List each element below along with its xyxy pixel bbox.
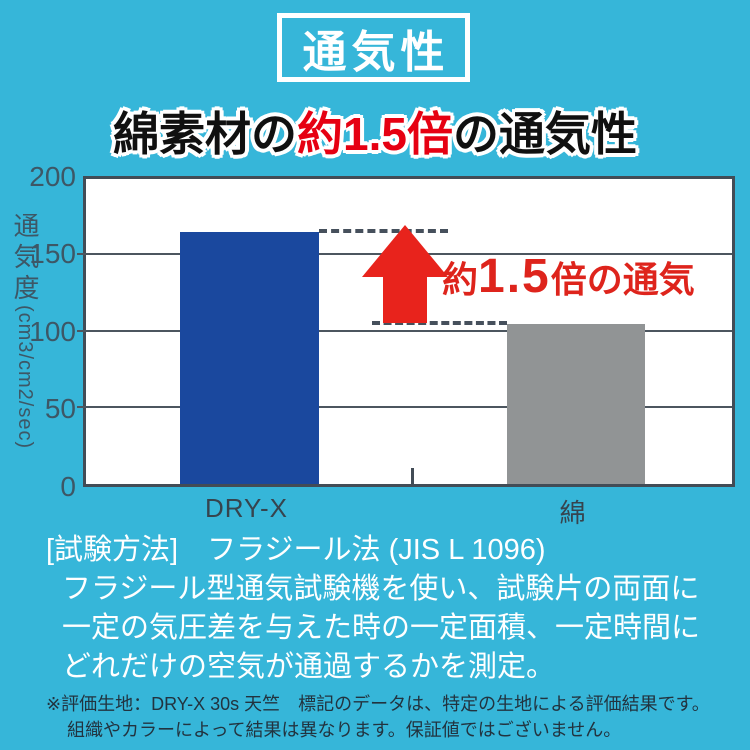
y-tick-0: 0 <box>60 471 76 502</box>
bar-dry-x <box>180 232 319 484</box>
method-line-4: どれだけの空気が通過するかを測定。 <box>62 651 556 683</box>
y-tick-100: 100 <box>29 316 76 347</box>
method-line-2: フラジール型通気試験機を使い、試験片の両面に <box>62 573 700 605</box>
y-tick-150: 150 <box>29 238 76 269</box>
annotation-suffix: 倍の通気 <box>550 259 695 300</box>
footnote-line-2: 組織やカラーによって結果は異なります。保証値ではございません。 <box>67 720 622 740</box>
method-line-3: 一定の気圧差を与えた時の一定面積、一定時間に <box>62 612 701 644</box>
x-label-cotton: 綿 <box>559 498 587 528</box>
y-tick-200: 200 <box>29 161 76 192</box>
y-axis-title: 通気度(cm3/cm2/sec) <box>10 212 40 477</box>
headline-suffix: の通気性 <box>452 108 637 160</box>
footnote-line-1: ※評価生地：DRY-X 30s 天竺 標記のデータは、特定の生地による評価結果で… <box>46 694 710 714</box>
bar-chart-plot-area: 約1.5倍の通気 <box>77 176 735 487</box>
test-method-text: [試験方法] フラジール法 (JIS L 1096) フラジール型通気試験機を使… <box>46 531 726 687</box>
annotation-prefix: 約 <box>442 259 479 300</box>
method-line-1: [試験方法] フラジール法 (JIS L 1096) <box>46 534 546 566</box>
gridline-50 <box>77 406 732 408</box>
up-arrow-icon <box>362 225 448 277</box>
footnote-text: ※評価生地：DRY-X 30s 天竺 標記のデータは、特定の生地による評価結果で… <box>46 691 736 743</box>
gridline-100 <box>77 330 732 332</box>
up-arrow-shaft <box>383 276 427 323</box>
x-label-dry-x: DRY-X <box>204 493 289 523</box>
bar-cotton <box>507 323 645 484</box>
y-axis-label: 通気度 <box>10 212 40 305</box>
title-badge-label: 通気性 <box>302 27 450 77</box>
dashed-line-lower <box>372 321 507 325</box>
headline-prefix: 綿素材の <box>113 108 298 160</box>
y-tick-50: 50 <box>44 393 76 424</box>
headline: 綿素材の約1.5倍の通気性 <box>0 98 750 164</box>
x-axis-center-tick <box>411 468 414 484</box>
headline-highlight: 約1.5倍 <box>297 108 453 160</box>
title-badge: 通気性 <box>277 13 470 82</box>
annotation-value: 1.5 <box>478 250 551 303</box>
y-axis-unit: (cm3/cm2/sec) <box>14 305 36 450</box>
annotation-label: 約1.5倍の通気 <box>442 249 695 304</box>
